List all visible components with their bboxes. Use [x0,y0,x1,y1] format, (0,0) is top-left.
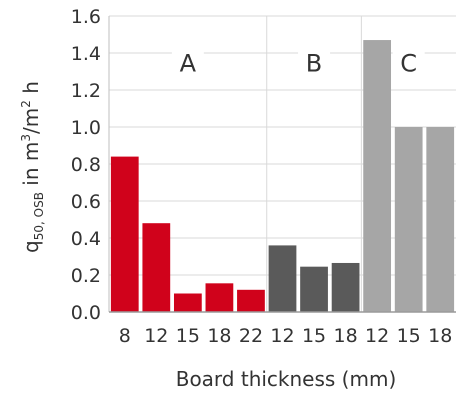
y-tick-label: 0.2 [71,265,101,287]
group-label-A: A [180,49,197,77]
bar-A-18 [205,283,234,312]
y-axis-label-units: in m [19,142,43,192]
bar-A-12 [142,223,171,312]
bar-B-15 [300,266,328,312]
y-tick-label: 1.6 [71,6,101,28]
y-tick-label: 0.0 [71,302,101,324]
bar-A-22 [237,289,265,312]
y-axis-label-superscript-3: 3 [19,134,33,142]
y-tick-label: 0.8 [71,154,101,176]
x-tick-label: 15 [176,325,200,347]
x-axis-label: Board thickness (mm) [176,367,397,391]
x-tick-label: 18 [333,325,357,347]
bar-A-8 [110,156,139,312]
y-axis-label-superscript-2: 2 [19,100,33,108]
bar-B-12 [268,245,297,312]
y-tick-label: 0.4 [71,228,101,250]
bar-A-15 [173,293,202,312]
x-tick-labels: 8 12 15 18 22 12 15 18 12 15 18 [119,325,453,347]
bar-B-18 [331,262,360,312]
bar-C-18 [426,127,455,312]
x-tick-label: 18 [207,325,231,347]
x-tick-label: 15 [397,325,421,347]
y-tick-labels: 0.0 0.2 0.4 0.6 0.8 1.0 1.2 1.4 1.6 [71,6,101,324]
x-tick-label: 12 [365,325,389,347]
y-tick-label: 1.2 [71,80,101,102]
group-label-background [171,46,204,77]
bars [110,40,455,313]
x-tick-label: 12 [144,325,168,347]
bar-C-15 [394,127,423,312]
group-label-background [392,46,425,77]
x-tick-label: 15 [302,325,326,347]
y-axis-label-per: /m [19,108,43,134]
y-axis-label: q50, OSB in m3/m2 h [19,81,46,253]
x-tick-label: 22 [239,325,263,347]
y-tick-label: 0.6 [71,191,101,213]
y-tick-label: 1.4 [71,43,101,65]
group-label-background [298,46,331,77]
x-tick-label: 12 [270,325,294,347]
y-axis-label-q: q [19,240,43,253]
x-tick-label: 18 [428,325,452,347]
y-axis-label-subscript: 50, OSB [32,192,46,240]
axes [108,16,456,313]
bar-C-12 [363,40,392,313]
y-tick-label: 1.0 [71,117,101,139]
group-label-C: C [400,49,417,77]
group-labels: A B C [171,46,425,77]
x-tick-label: 8 [119,325,131,347]
y-axis-label-end: h [19,81,43,100]
group-label-B: B [306,49,322,77]
